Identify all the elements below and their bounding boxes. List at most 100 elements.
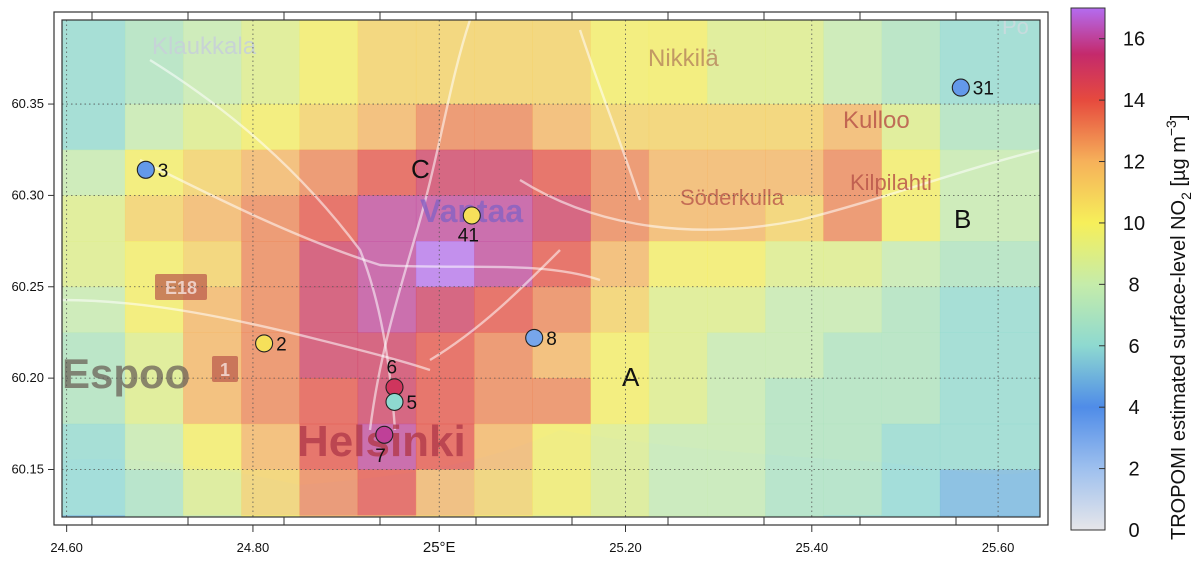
grid-cell (765, 149, 824, 196)
grid-cell (648, 286, 708, 333)
grid-cell (648, 20, 708, 105)
grid-cell (881, 104, 941, 151)
grid-cell (707, 515, 766, 517)
grid-cell (648, 469, 708, 516)
region-letter-b: B (954, 204, 971, 234)
grid-cell (357, 469, 417, 516)
place-label-espoo: Espoo (62, 350, 190, 397)
grid-cell (823, 423, 882, 470)
colorbar-tick-label: 16 (1123, 29, 1145, 51)
grid-cell (590, 241, 650, 288)
colorbar-tick-label: 6 (1128, 336, 1139, 358)
station-label: 3 (158, 161, 169, 182)
road-segment (368, 20, 472, 431)
colorbar-tick-label: 4 (1128, 397, 1139, 419)
colorbar-tick-label: 2 (1128, 459, 1139, 481)
colorbar-ticks: 0 2 4 6 8 10 12 14 16 (1099, 29, 1145, 542)
grid-cell (474, 423, 533, 470)
grid-cell (299, 378, 359, 425)
grid-cell (823, 332, 882, 379)
grid-cell (241, 515, 300, 517)
grid-cell (765, 195, 824, 242)
grid-cell (532, 241, 591, 288)
map-outer-frame (53, 11, 1049, 526)
grid-cell (415, 332, 475, 379)
y-tick-label: 60.15 (11, 461, 44, 476)
station-label: 7 (375, 446, 386, 467)
region-letter-a: A (622, 362, 640, 392)
grid-cell (532, 515, 591, 517)
grid-cell (62, 423, 126, 470)
station-label: 31 (973, 79, 994, 100)
stations: 3 31 41 2 8 65 7 (136, 78, 994, 467)
x-tick-label: 25.20 (609, 540, 642, 555)
colorbar: 0 2 4 6 8 10 12 14 16 TROPOMI estimated surface-… (1070, 7, 1194, 542)
grid-cell (474, 195, 533, 242)
grid-cell (939, 195, 1040, 242)
place-label-nikkila: Nikkilä (648, 45, 719, 72)
station-marker (255, 334, 274, 353)
grid-cell (62, 332, 126, 379)
grid-cell (62, 469, 126, 516)
grid-cell (590, 423, 650, 470)
grid-cell (707, 149, 766, 196)
grid-cell (590, 332, 650, 379)
x-tick-label: 25°E (423, 539, 456, 556)
y-tick-label: 60.35 (11, 96, 44, 111)
grid-cell (474, 332, 533, 379)
station-marker (951, 78, 970, 97)
grid-cell (183, 104, 242, 151)
grid-cell (823, 469, 882, 516)
station-label: 5 (407, 393, 418, 414)
place-label-kilpilahti: Kilpilahti (850, 170, 932, 195)
road-segment (578, 29, 642, 201)
grid-cell (881, 241, 941, 288)
grid-cell (881, 515, 941, 517)
grid-cell (765, 20, 824, 105)
grid-cell (62, 20, 126, 105)
grid-cell (823, 20, 882, 105)
grid-cell (474, 20, 533, 105)
grid-cell (939, 241, 1040, 288)
grid-cell (415, 20, 475, 105)
road-shield-route1 (212, 356, 238, 382)
station-marker (375, 425, 394, 444)
grid-cell (357, 20, 417, 105)
road-segment (62, 298, 431, 372)
grid-cell (823, 286, 882, 333)
road-segment (139, 158, 601, 282)
grid-cell (590, 469, 650, 516)
grid-cell (765, 241, 824, 288)
grid-cell (124, 104, 184, 151)
grid-cell (823, 378, 882, 425)
grid-cell (62, 515, 126, 517)
grid-cell (707, 241, 766, 288)
grid-cell (823, 515, 882, 517)
grid-cell (415, 149, 475, 196)
grid-cell (765, 423, 824, 470)
grid-cell (939, 515, 1040, 517)
grid-cell (648, 195, 708, 242)
grid-cell (62, 195, 126, 242)
grid-cell (474, 515, 533, 517)
grid-cell (939, 149, 1040, 196)
grid-cell (241, 195, 300, 242)
grid-cell (765, 286, 824, 333)
road-shield-label: 1 (220, 360, 230, 380)
grid-cell (707, 332, 766, 379)
road-network (62, 20, 1040, 431)
grid-cell (124, 378, 184, 425)
grid-cell (474, 241, 533, 288)
map-panel: Klaukkala Nikkilä Kulloo Söderkulla Kilpilah… (11, 11, 1049, 556)
colorbar-tick-label: 12 (1123, 152, 1145, 174)
grid-cell (183, 469, 242, 516)
grid-cell (532, 469, 591, 516)
y-tick-label: 60.30 (11, 187, 44, 202)
x-tick-label: 25.40 (796, 540, 829, 555)
grid-cell (590, 195, 650, 242)
grid-cell (299, 469, 359, 516)
grid-cell (648, 515, 708, 517)
map-frame (61, 19, 1041, 518)
grid-cell (124, 469, 184, 516)
